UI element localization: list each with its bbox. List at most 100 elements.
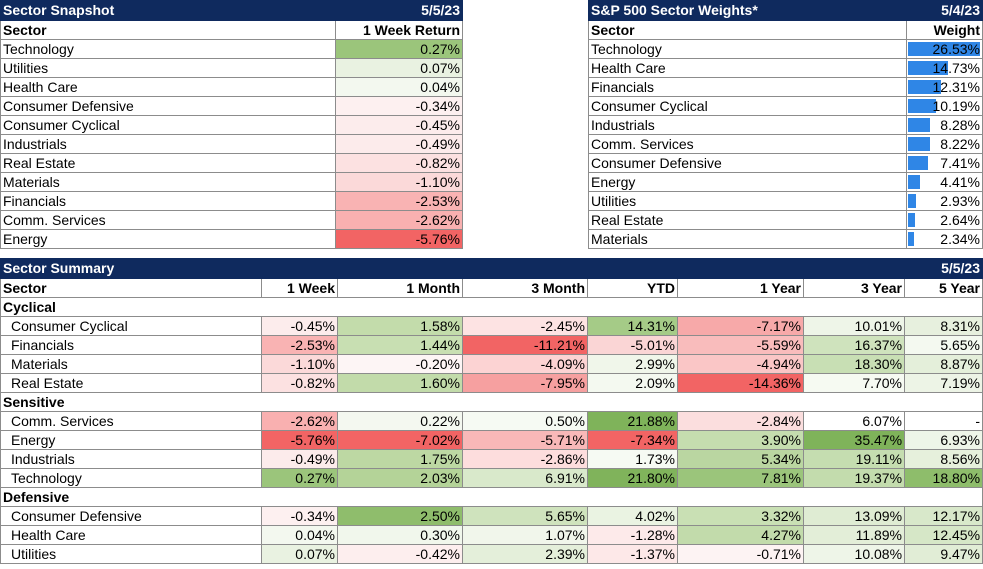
weights-sector-name: Financials bbox=[588, 77, 907, 97]
summary-cell: 6.07% bbox=[802, 411, 906, 431]
summary-cell: 19.11% bbox=[802, 449, 906, 469]
summary-cell: 12.17% bbox=[904, 506, 983, 526]
weights-value-cell: 26.53% bbox=[906, 39, 983, 59]
weights-row: Energy 4.41% bbox=[588, 172, 983, 192]
weights-header-row: Sector Weight bbox=[588, 20, 983, 40]
summary-row: Real Estate -0.82% 1.60% -7.95% 2.09% -14.36%… bbox=[0, 373, 983, 393]
summary-col-header: 1 Year bbox=[677, 278, 804, 298]
summary-cell: 9.47% bbox=[904, 544, 983, 564]
snapshot-row: Technology 0.27% bbox=[0, 39, 463, 59]
snapshot-return-value: -0.34% bbox=[335, 96, 463, 116]
summary-cell: - bbox=[904, 411, 983, 431]
summary-cell: 21.80% bbox=[587, 468, 678, 488]
summary-sector-name: Consumer Cyclical bbox=[0, 316, 262, 336]
weights-value-cell: 4.41% bbox=[906, 172, 983, 192]
summary-sector-name: Materials bbox=[0, 354, 262, 374]
snapshot-return-value: -0.45% bbox=[335, 115, 463, 135]
weight-value: 7.41% bbox=[940, 155, 980, 171]
summary-cell: -2.86% bbox=[462, 449, 588, 469]
summary-cell: 2.50% bbox=[337, 506, 463, 526]
weights-row: Utilities 2.93% bbox=[588, 191, 983, 211]
summary-cell: 3.32% bbox=[677, 506, 804, 526]
weight-value: 10.19% bbox=[932, 98, 980, 114]
weights-row: Health Care 14.73% bbox=[588, 58, 983, 78]
weights-sector-name: Real Estate bbox=[588, 210, 907, 230]
summary-cell: 2.39% bbox=[462, 544, 588, 564]
snapshot-row: Consumer Defensive -0.34% bbox=[0, 96, 463, 116]
summary-group-row: Cyclical bbox=[0, 297, 983, 317]
weights-sector-name: Technology bbox=[588, 39, 907, 59]
summary-cell: 8.56% bbox=[904, 449, 983, 469]
sector-snapshot-table: Sector Snapshot 5/5/23 Sector 1 Week Ret… bbox=[0, 0, 463, 249]
snapshot-sector-name: Energy bbox=[0, 229, 336, 249]
summary-cell: 1.58% bbox=[337, 316, 463, 336]
snapshot-row: Consumer Cyclical -0.45% bbox=[0, 115, 463, 135]
summary-sector-name: Consumer Defensive bbox=[0, 506, 262, 526]
weights-col-weight: Weight bbox=[906, 20, 983, 40]
weight-bar bbox=[908, 232, 915, 246]
snapshot-row: Industrials -0.49% bbox=[0, 134, 463, 154]
weights-body: Technology 26.53% Health Care 14.73% Financi… bbox=[588, 39, 983, 249]
snapshot-return-value: -2.62% bbox=[335, 210, 463, 230]
snapshot-sector-name: Consumer Cyclical bbox=[0, 115, 336, 135]
summary-group-name: Defensive bbox=[0, 487, 983, 507]
weight-bar bbox=[908, 175, 920, 189]
snapshot-sector-name: Health Care bbox=[0, 77, 336, 97]
summary-cell: 10.08% bbox=[802, 544, 906, 564]
summary-cell: -14.36% bbox=[677, 373, 804, 393]
snapshot-title: Sector Snapshot bbox=[0, 0, 336, 21]
summary-cell: -2.53% bbox=[261, 335, 338, 355]
sector-summary-table: Sector Summary 5/5/23 Sector 1 Week 1 Mont… bbox=[0, 258, 983, 564]
summary-cell: 7.81% bbox=[677, 468, 804, 488]
summary-cell: 6.93% bbox=[904, 430, 983, 450]
summary-cell: -0.71% bbox=[677, 544, 804, 564]
weights-sector-name: Health Care bbox=[588, 58, 907, 78]
summary-cell: -0.49% bbox=[261, 449, 338, 469]
summary-header-row: Sector 1 Week 1 Month 3 Month YTD 1 Year 3 Yea… bbox=[0, 278, 983, 298]
weights-row: Consumer Cyclical 10.19% bbox=[588, 96, 983, 116]
summary-cell: 4.27% bbox=[677, 525, 804, 545]
summary-cell: -1.28% bbox=[587, 525, 678, 545]
summary-sector-name: Real Estate bbox=[0, 373, 262, 393]
weight-bar bbox=[908, 80, 942, 94]
summary-col-header: YTD bbox=[587, 278, 678, 298]
summary-row: Consumer Cyclical -0.45% 1.58% -2.45% 14.31%… bbox=[0, 316, 983, 336]
snapshot-col-sector: Sector bbox=[0, 20, 336, 40]
summary-col-header: Sector bbox=[0, 278, 262, 298]
snapshot-header-row: Sector 1 Week Return bbox=[0, 20, 463, 40]
summary-row: Comm. Services -2.62% 0.22% 0.50% 21.88% -2.8… bbox=[0, 411, 983, 431]
weight-value: 8.28% bbox=[940, 117, 980, 133]
weights-row: Industrials 8.28% bbox=[588, 115, 983, 135]
summary-cell: -1.10% bbox=[261, 354, 338, 374]
snapshot-body: Technology 0.27% Utilities 0.07% Health Care… bbox=[0, 39, 463, 249]
snapshot-return-value: -1.10% bbox=[335, 172, 463, 192]
summary-col-header: 5 Year bbox=[904, 278, 983, 298]
summary-cell: 35.47% bbox=[802, 430, 906, 450]
weights-value-cell: 10.19% bbox=[906, 96, 983, 116]
summary-cell: 2.99% bbox=[587, 354, 678, 374]
summary-cell: 0.27% bbox=[261, 468, 338, 488]
weights-value-cell: 2.34% bbox=[906, 229, 983, 249]
summary-cell: 19.37% bbox=[802, 468, 906, 488]
weights-value-cell: 14.73% bbox=[906, 58, 983, 78]
sector-weights-table: S&P 500 Sector Weights* 5/4/23 Sector We… bbox=[588, 0, 983, 249]
weight-bar bbox=[908, 61, 948, 75]
summary-group-name: Sensitive bbox=[0, 392, 983, 412]
snapshot-title-row: Sector Snapshot 5/5/23 bbox=[0, 0, 463, 21]
summary-cell: 18.30% bbox=[802, 354, 906, 374]
snapshot-return-value: 0.27% bbox=[335, 39, 463, 59]
summary-cell: 21.88% bbox=[587, 411, 678, 431]
weight-value: 2.34% bbox=[940, 231, 980, 247]
summary-cell: -2.62% bbox=[261, 411, 338, 431]
weight-value: 4.41% bbox=[940, 174, 980, 190]
summary-sector-name: Comm. Services bbox=[0, 411, 262, 431]
summary-cell: 5.34% bbox=[677, 449, 804, 469]
summary-sector-name: Industrials bbox=[0, 449, 262, 469]
summary-cell: 0.22% bbox=[337, 411, 463, 431]
weights-sector-name: Consumer Defensive bbox=[588, 153, 907, 173]
summary-cell: -4.09% bbox=[462, 354, 588, 374]
summary-cell: 1.75% bbox=[337, 449, 463, 469]
summary-group-name: Cyclical bbox=[0, 297, 983, 317]
summary-cell: 5.65% bbox=[904, 335, 983, 355]
summary-cell: 7.70% bbox=[802, 373, 906, 393]
